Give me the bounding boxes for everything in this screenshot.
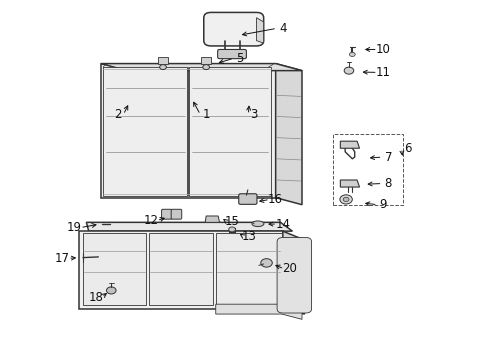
- Circle shape: [228, 227, 235, 232]
- Circle shape: [344, 67, 353, 74]
- Circle shape: [343, 197, 348, 202]
- Text: 8: 8: [384, 177, 391, 190]
- Text: 19: 19: [67, 221, 81, 234]
- Bar: [332, 134, 402, 205]
- Text: 3: 3: [250, 108, 257, 121]
- Polygon shape: [256, 18, 263, 43]
- Text: 10: 10: [375, 43, 390, 56]
- FancyBboxPatch shape: [217, 49, 246, 59]
- Text: 4: 4: [279, 22, 286, 35]
- Polygon shape: [215, 233, 281, 305]
- Text: 13: 13: [242, 230, 256, 243]
- Polygon shape: [340, 180, 359, 187]
- FancyBboxPatch shape: [277, 238, 311, 313]
- Circle shape: [160, 65, 166, 69]
- Polygon shape: [189, 67, 270, 196]
- Text: 15: 15: [224, 215, 240, 228]
- Polygon shape: [205, 216, 219, 222]
- Text: 11: 11: [375, 66, 390, 79]
- Polygon shape: [86, 222, 292, 231]
- Polygon shape: [101, 64, 302, 71]
- Circle shape: [260, 259, 272, 267]
- Ellipse shape: [251, 221, 264, 226]
- Text: 1: 1: [202, 108, 209, 121]
- Text: 9: 9: [379, 198, 386, 211]
- Polygon shape: [148, 233, 213, 305]
- Text: 17: 17: [55, 252, 70, 265]
- FancyBboxPatch shape: [238, 194, 256, 204]
- Polygon shape: [103, 67, 186, 196]
- Text: 18: 18: [88, 291, 103, 303]
- FancyBboxPatch shape: [203, 12, 263, 46]
- Polygon shape: [282, 231, 304, 314]
- FancyBboxPatch shape: [171, 209, 182, 219]
- Bar: [201, 57, 210, 64]
- Bar: [158, 57, 167, 64]
- Polygon shape: [340, 141, 359, 148]
- Polygon shape: [215, 304, 302, 319]
- Text: 7: 7: [384, 150, 391, 163]
- Text: 5: 5: [236, 52, 243, 65]
- Circle shape: [106, 287, 116, 294]
- Text: 2: 2: [114, 108, 121, 121]
- Polygon shape: [101, 64, 275, 198]
- Text: 12: 12: [143, 214, 158, 227]
- Circle shape: [349, 52, 354, 57]
- Text: 16: 16: [267, 193, 283, 206]
- Circle shape: [339, 195, 351, 204]
- Text: 20: 20: [282, 262, 297, 275]
- Polygon shape: [82, 233, 146, 305]
- Circle shape: [203, 65, 209, 69]
- FancyBboxPatch shape: [161, 209, 172, 219]
- Text: 14: 14: [275, 217, 290, 231]
- Text: 6: 6: [403, 142, 410, 155]
- Polygon shape: [275, 64, 302, 205]
- Polygon shape: [79, 231, 282, 309]
